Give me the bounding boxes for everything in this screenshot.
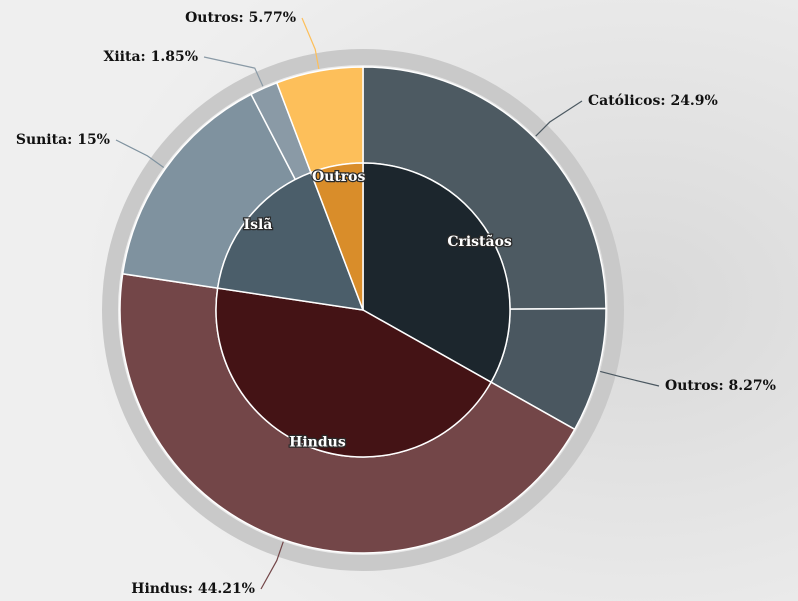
chart: Cristãos Hindus Islã Outros Católicos: 24.9%… xyxy=(0,0,798,601)
outer-label-name: Outros xyxy=(665,378,719,394)
outer-label: Hindus: 44.21% xyxy=(131,581,255,597)
outer-label-name: Xiita xyxy=(104,49,141,65)
outer-label-value: 5.77% xyxy=(249,10,296,26)
outer-label: Católicos: 24.9% xyxy=(588,93,718,109)
outer-label-name: Hindus xyxy=(131,581,188,597)
outer-label-value: 24.9% xyxy=(670,93,717,109)
outer-label-value: 1.85% xyxy=(151,49,198,65)
outer-label-name: Católicos xyxy=(588,93,661,109)
outer-label: Sunita: 15% xyxy=(16,132,110,148)
inner-label: Cristãos xyxy=(447,233,512,250)
outer-label-value: 44.21% xyxy=(198,581,255,597)
inner-label: Islã xyxy=(244,216,273,233)
inner-label: Outros xyxy=(312,169,366,185)
outer-label: Xiita: 1.85% xyxy=(104,49,199,65)
outer-label: Outros: 8.27% xyxy=(665,378,776,394)
inner-label: Hindus xyxy=(289,434,346,450)
outer-label-value: 15% xyxy=(77,132,110,148)
outer-label-name: Sunita xyxy=(16,132,67,148)
outer-label: Outros: 5.77% xyxy=(185,10,296,26)
outer-label-name: Outros xyxy=(185,10,239,26)
outer-label-value: 8.27% xyxy=(728,378,775,394)
